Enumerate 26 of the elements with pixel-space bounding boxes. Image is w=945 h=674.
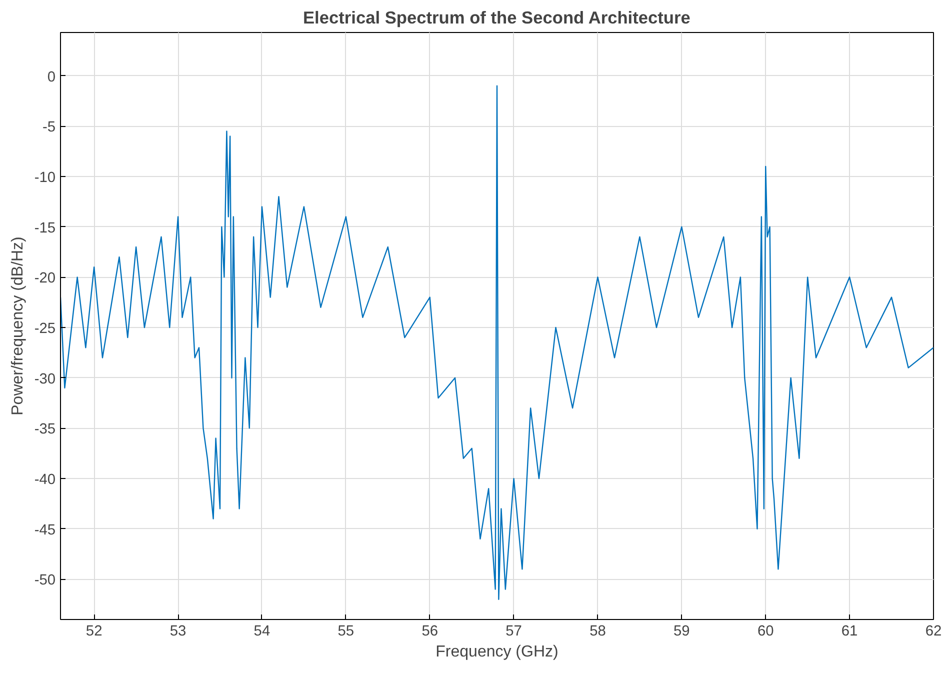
y-tick-label: -10 bbox=[34, 170, 56, 186]
x-tick-label: 61 bbox=[841, 624, 858, 640]
y-tick-label: -50 bbox=[34, 572, 56, 589]
x-tick-label: 53 bbox=[170, 624, 186, 640]
y-tick-label: -40 bbox=[34, 472, 56, 488]
y-tick-label: -20 bbox=[34, 270, 56, 287]
x-tick-label: 54 bbox=[254, 624, 270, 640]
line-series bbox=[60, 85, 934, 600]
y-tick-label: -25 bbox=[34, 321, 56, 338]
x-tick-label: 58 bbox=[590, 624, 606, 640]
x-tick-label: 52 bbox=[86, 624, 102, 640]
y-tick-label: -5 bbox=[42, 120, 56, 136]
x-axis-title: Frequency (GHz) bbox=[436, 644, 558, 660]
y-tick-label: -30 bbox=[34, 371, 56, 388]
x-tick-label: 57 bbox=[506, 624, 522, 640]
x-tick-label: 59 bbox=[674, 624, 690, 640]
y-tick-label: -45 bbox=[34, 522, 56, 538]
y-tick-label: 0 bbox=[47, 69, 56, 86]
y-tick-label: -15 bbox=[34, 220, 56, 236]
x-tick-label: 56 bbox=[422, 624, 438, 640]
y-tick-label: -35 bbox=[34, 422, 56, 438]
x-tick-label: 55 bbox=[338, 624, 354, 640]
x-tick-label: 60 bbox=[757, 624, 774, 640]
chart-title: Electrical Spectrum of the Second Architecture bbox=[302, 8, 691, 28]
x-tick-label: 62 bbox=[925, 624, 942, 640]
y-axis-title: Power/frequency (dB/Hz) bbox=[9, 236, 26, 416]
